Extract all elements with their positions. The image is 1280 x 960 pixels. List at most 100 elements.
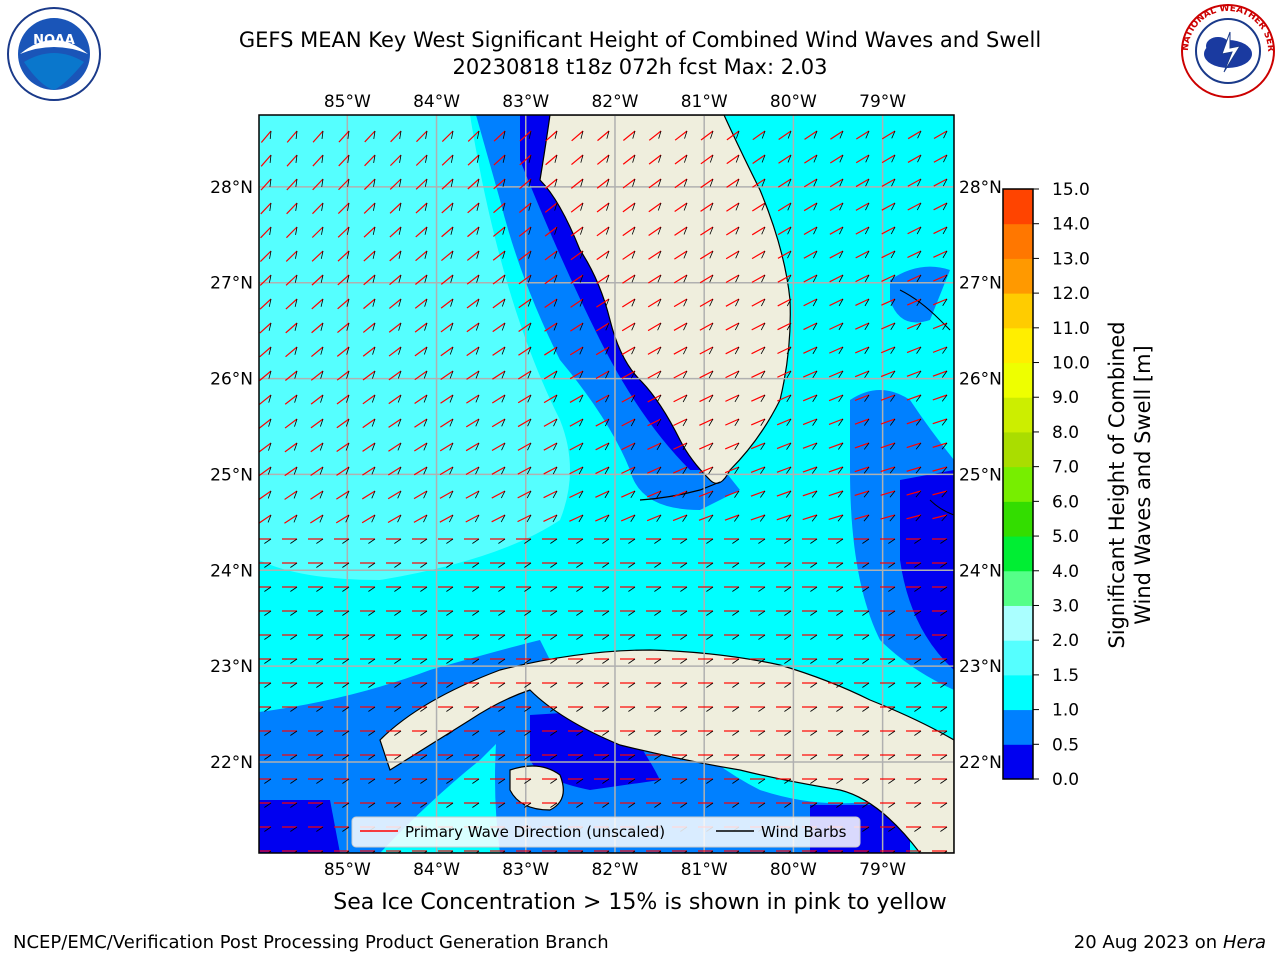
wave-arrow <box>416 130 428 143</box>
wind-barb <box>476 202 480 211</box>
wind-barb <box>576 802 584 808</box>
wind-barb <box>942 322 948 330</box>
wind-barb <box>501 346 506 355</box>
wave-arrow <box>335 514 350 524</box>
wind-barb <box>476 154 480 163</box>
wind-barb <box>656 442 662 451</box>
wave-arrow <box>725 370 740 379</box>
wind-barb <box>915 490 922 498</box>
wind-barb <box>654 682 662 688</box>
x-tick-label-top: 84°W <box>413 92 460 112</box>
wave-arrow <box>725 322 740 331</box>
wave-arrow <box>544 226 558 237</box>
wind-barb <box>371 850 376 853</box>
wave-arrow <box>700 178 714 189</box>
wave-arrow <box>907 274 922 282</box>
wave-arrow <box>441 202 454 214</box>
wave-arrow <box>543 394 558 404</box>
wind-barb <box>605 346 610 355</box>
wave-arrow <box>569 394 584 403</box>
wind-barb <box>372 346 376 355</box>
colorbar-segment <box>1003 189 1033 225</box>
wave-arrow <box>907 298 922 306</box>
wave-arrow <box>829 274 844 283</box>
wave-arrow <box>596 250 610 261</box>
wind-barb <box>630 418 636 427</box>
wind-barb <box>576 658 584 664</box>
colorbar: 0.0 0.5 1.0 1.5 2.0 3.0 4.0 5.0 6.0 7.0 8.0 9.0 10.0… <box>1002 180 1090 790</box>
wind-barb <box>475 418 480 427</box>
wave-arrow <box>699 274 714 284</box>
wind-barb <box>604 466 610 475</box>
wind-barb <box>654 586 662 592</box>
wind-barb <box>500 514 506 523</box>
wave-arrow <box>776 466 792 473</box>
wind-barb <box>706 562 714 568</box>
wave-arrow <box>881 250 896 259</box>
wind-barb <box>554 154 558 163</box>
wave-arrow <box>854 418 870 425</box>
wind-barb <box>628 586 636 592</box>
wave-arrow <box>726 130 740 141</box>
wind-barb <box>576 538 584 544</box>
wind-barb <box>658 130 662 139</box>
wave-arrow <box>751 250 766 260</box>
wind-barb <box>501 370 506 379</box>
wave-arrow <box>543 442 558 451</box>
wave-arrow <box>492 298 506 309</box>
wave-arrow <box>338 154 350 167</box>
wind-barb <box>862 538 870 544</box>
wind-barb <box>269 154 272 163</box>
wind-barb <box>397 418 402 427</box>
wind-barb <box>293 466 298 475</box>
wind-barb <box>342 610 350 616</box>
wave-arrow <box>620 514 636 522</box>
wave-arrow <box>880 394 896 401</box>
wind-barb <box>342 538 350 544</box>
wave-arrow <box>545 130 558 142</box>
wind-barb <box>758 754 766 760</box>
colorbar-tick-label: 2.0 <box>1052 631 1079 651</box>
wind-barb <box>602 778 610 784</box>
wind-barb <box>321 154 324 163</box>
wind-barb <box>891 130 896 139</box>
wind-barb <box>734 418 740 427</box>
colorbar-tick-label: 10.0 <box>1052 354 1090 374</box>
wind-barb <box>810 658 818 664</box>
wave-arrow <box>311 226 324 238</box>
wave-arrow <box>311 322 324 334</box>
wave-arrow <box>855 298 870 306</box>
wave-arrow <box>648 130 662 141</box>
wave-arrow <box>387 490 402 500</box>
colorbar-segment <box>1003 362 1033 398</box>
wind-barb <box>758 562 766 568</box>
wind-barb <box>942 274 948 283</box>
wind-barb <box>342 586 350 592</box>
wind-barb <box>916 274 922 283</box>
wind-barb <box>787 154 792 163</box>
wind-barb <box>321 202 324 211</box>
wave-arrow <box>285 322 298 334</box>
wind-barb <box>708 442 714 451</box>
wave-arrow <box>647 418 662 427</box>
wind-barb <box>890 274 896 283</box>
wave-arrow <box>907 226 922 235</box>
wind-barb <box>475 370 480 379</box>
wind-barb <box>449 850 454 853</box>
wind-barb <box>784 802 792 808</box>
wave-arrow <box>648 274 662 284</box>
wave-arrow <box>750 418 766 426</box>
wave-arrow <box>647 322 662 332</box>
colorbar-segment <box>1003 674 1033 711</box>
wind-barb <box>290 778 298 784</box>
wind-barb <box>293 514 298 523</box>
wind-barb <box>423 346 428 355</box>
wind-barb <box>446 730 454 736</box>
wind-barb <box>472 754 480 760</box>
wave-arrow <box>803 178 818 188</box>
colorbar-tick-label: 13.0 <box>1052 249 1090 269</box>
wind-barb <box>760 346 766 355</box>
wind-barb <box>836 754 844 760</box>
wind-barb <box>553 322 558 331</box>
wind-barb <box>631 226 636 235</box>
